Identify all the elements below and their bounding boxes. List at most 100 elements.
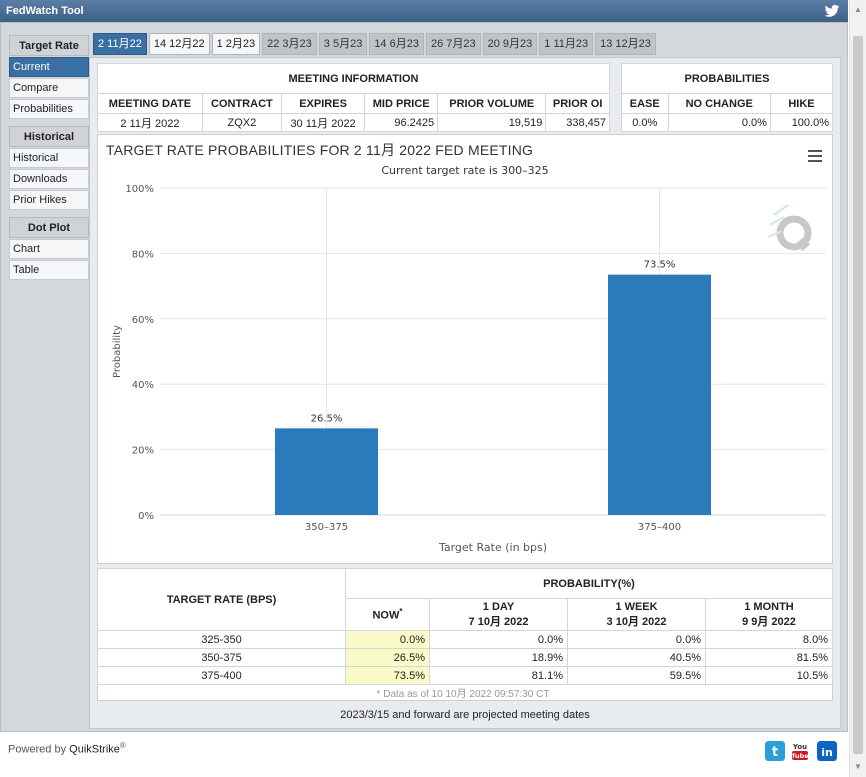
tab-meeting-5[interactable]: 3 5月23: [318, 33, 368, 55]
ease-header: EASE: [621, 93, 669, 114]
meeting-date-value: 2 11月 2022: [97, 113, 203, 132]
mid-price-header: MID PRICE: [364, 93, 439, 114]
twitter-icon[interactable]: t: [765, 741, 785, 761]
youtube-icon[interactable]: You Tube: [790, 741, 810, 761]
main-content: MEETING INFORMATION MEETING DATE CONTRAC…: [89, 57, 841, 729]
no-change-value: 0.0%: [667, 113, 771, 132]
x-axis-title: Target Rate (in bps): [438, 541, 547, 554]
tab-meeting-4[interactable]: 22 3月23: [262, 33, 317, 55]
sidebar-item-current[interactable]: Current: [9, 57, 89, 77]
chart-subtitle: Current target rate is 300–325: [381, 164, 549, 177]
col-1week-header: 1 WEEK 3 10月 2022: [567, 598, 706, 631]
tab-meeting-7[interactable]: 26 7月23: [425, 33, 481, 55]
mid-price-value: 96.2425: [364, 113, 439, 132]
col-1day-header: 1 DAY 7 10月 2022: [429, 598, 568, 631]
week-cell: 40.5%: [567, 648, 706, 667]
now-cell: 0.0%: [345, 630, 430, 649]
svg-text:in: in: [821, 746, 833, 759]
powered-by: Powered by QuikStrike®: [8, 741, 126, 756]
sidebar-item-prior-hikes[interactable]: Prior Hikes: [9, 190, 89, 210]
meeting-info-title: MEETING INFORMATION: [97, 63, 610, 94]
linkedin-icon[interactable]: in: [817, 741, 837, 761]
probability-chart: TARGET RATE PROBABILITIES FOR 2 11月 2022…: [97, 134, 833, 564]
y-tick-label: 40%: [132, 380, 154, 391]
prior-volume-header: PRIOR VOLUME: [437, 93, 547, 114]
prior-oi-header: PRIOR OI: [545, 93, 610, 114]
x-tick-label: 350–375: [305, 522, 348, 533]
footer: Powered by QuikStrike® t You Tube in: [0, 733, 848, 777]
sidebar: Target Rate Current Compare Probabilitie…: [9, 35, 89, 281]
prior-oi-value: 338,457: [545, 113, 610, 132]
sidebar-header-historical: Historical: [9, 126, 89, 147]
chart-plot: 0% 20% 40% 60% 80% 100% 26.5% 350–375 73.5% 375–4…: [112, 184, 826, 554]
tab-meeting-1[interactable]: 2 11月22: [93, 33, 147, 55]
chart-menu-icon[interactable]: [808, 150, 822, 162]
projected-dates-note: 2023/3/15 and forward are projected meet…: [340, 709, 590, 721]
day-cell: 18.9%: [429, 648, 568, 667]
day-cell: 81.1%: [429, 666, 568, 685]
sidebar-header-target-rate: Target Rate: [9, 35, 89, 56]
probabilities-table: PROBABILITIES EASE NO CHANGE HIKE 0.0% 0…: [621, 63, 834, 132]
twitter-icon[interactable]: [824, 3, 840, 19]
tab-meeting-3[interactable]: 1 2月23: [211, 33, 261, 55]
no-change-header: NO CHANGE: [667, 93, 771, 114]
tab-meeting-8[interactable]: 20 9月23: [482, 33, 538, 55]
week-cell: 0.0%: [567, 630, 706, 649]
tab-meeting-2[interactable]: 14 12月22: [148, 33, 210, 55]
month-cell: 10.5%: [705, 666, 833, 685]
app-frame: Target Rate Current Compare Probabilitie…: [0, 22, 848, 732]
probabilities-title: PROBABILITIES: [621, 63, 833, 94]
quikstrike-watermark-icon: [767, 204, 812, 252]
month-cell: 8.0%: [705, 630, 833, 649]
ease-value: 0.0%: [621, 113, 669, 132]
week-cell: 59.5%: [567, 666, 706, 685]
probability-header: PROBABILITY(%): [345, 568, 833, 599]
contract-value: ZQX2: [201, 113, 282, 132]
page-scrollbar[interactable]: ▲ ▼: [849, 0, 866, 777]
sidebar-item-downloads[interactable]: Downloads: [9, 169, 89, 189]
meeting-date-header: MEETING DATE: [97, 93, 203, 114]
tab-meeting-10[interactable]: 13 12月23: [595, 33, 656, 55]
sidebar-header-dot-plot: Dot Plot: [9, 217, 89, 238]
scroll-down-icon[interactable]: ▼: [854, 762, 862, 771]
scroll-up-icon[interactable]: ▲: [854, 5, 862, 14]
y-tick-label: 100%: [125, 184, 154, 195]
chart-bar[interactable]: [275, 428, 378, 515]
col-now-header: NOW*: [345, 598, 430, 631]
chart-title: TARGET RATE PROBABILITIES FOR 2 11月 2022…: [106, 142, 534, 158]
contract-header: CONTRACT: [201, 93, 282, 114]
quikstrike-link[interactable]: QuikStrike: [69, 743, 120, 756]
y-tick-label: 60%: [132, 315, 154, 326]
expires-value: 30 11月 2022: [280, 113, 366, 132]
prior-volume-value: 19,519: [437, 113, 547, 132]
hike-header: HIKE: [769, 93, 834, 114]
rate-probability-table: TARGET RATE (BPS) PROBABILITY(%) NOW* 1 …: [97, 568, 833, 701]
svg-text:You: You: [792, 743, 807, 751]
target-rate-header: TARGET RATE (BPS): [97, 568, 346, 631]
rate-cell: 350-375: [97, 648, 346, 667]
sidebar-item-historical[interactable]: Historical: [9, 148, 89, 168]
table-row: 325-350 0.0% 0.0% 0.0% 8.0%: [97, 630, 833, 649]
x-tick-label: 375–400: [638, 522, 681, 533]
sidebar-item-chart[interactable]: Chart: [9, 239, 89, 259]
table-row: 350-375 26.5% 18.9% 40.5% 81.5%: [97, 648, 833, 667]
sidebar-item-probabilities[interactable]: Probabilities: [9, 99, 89, 119]
sidebar-item-compare[interactable]: Compare: [9, 78, 89, 98]
chart-bar[interactable]: [608, 274, 711, 515]
now-cell: 26.5%: [345, 648, 430, 667]
bar-data-label: 26.5%: [311, 413, 343, 424]
sidebar-item-table[interactable]: Table: [9, 260, 89, 280]
y-tick-label: 0%: [138, 511, 154, 522]
y-tick-label: 20%: [132, 446, 154, 457]
scrollbar-thumb[interactable]: [853, 36, 863, 754]
month-cell: 81.5%: [705, 648, 833, 667]
app-title: FedWatch Tool: [6, 5, 84, 17]
meeting-info-table: MEETING INFORMATION MEETING DATE CONTRAC…: [97, 63, 610, 132]
meeting-tabs: 2 11月22 14 12月22 1 2月23 22 3月23 3 5月23 1…: [93, 33, 658, 57]
y-tick-label: 80%: [132, 249, 154, 260]
app-title-bar: FedWatch Tool: [0, 0, 848, 22]
rate-cell: 375-400: [97, 666, 346, 685]
now-cell: 73.5%: [345, 666, 430, 685]
tab-meeting-6[interactable]: 14 6月23: [369, 33, 424, 55]
tab-meeting-9[interactable]: 1 11月23: [539, 33, 594, 55]
